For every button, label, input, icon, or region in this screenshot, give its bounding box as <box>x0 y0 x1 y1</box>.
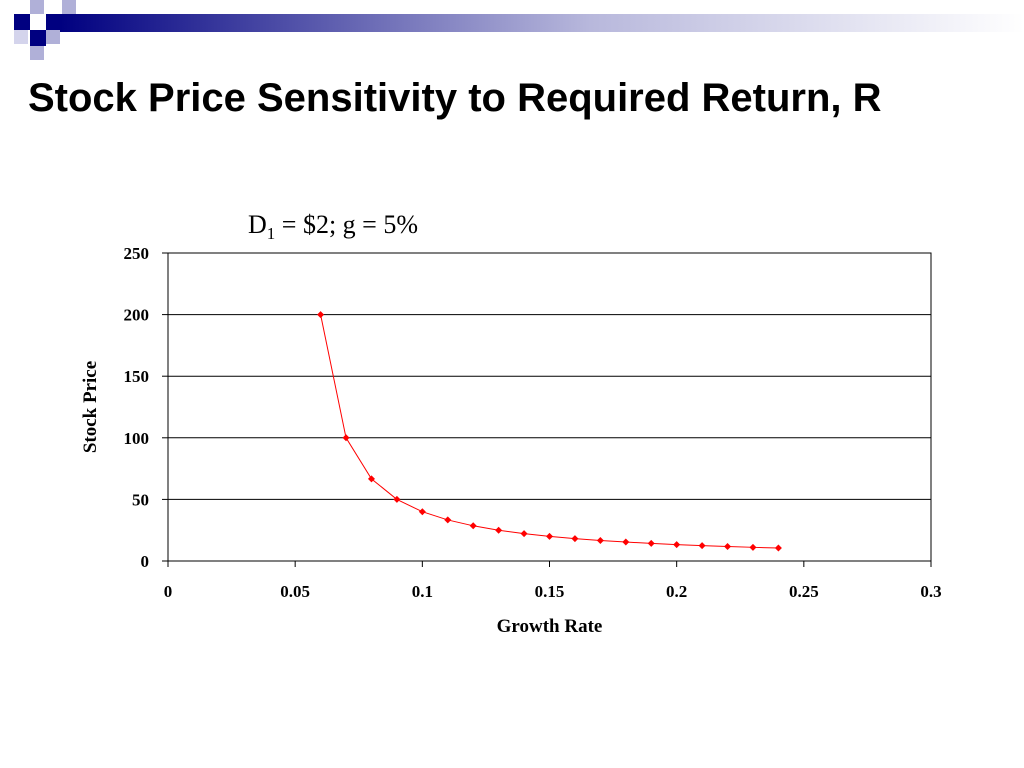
data-point <box>622 538 630 546</box>
data-point <box>444 516 452 524</box>
x-tick-label: 0.15 <box>535 582 565 601</box>
data-point <box>647 539 655 547</box>
y-axis-label: Stock Price <box>80 361 101 453</box>
x-tick-label: 0.05 <box>280 582 310 601</box>
x-tick-label: 0 <box>164 582 173 601</box>
chart-subtitle: D1 = $2; g = 5% <box>248 210 418 243</box>
subtitle-main: D <box>248 210 267 239</box>
data-point <box>724 543 732 551</box>
y-tick-label: 50 <box>132 490 149 509</box>
data-point <box>342 434 350 442</box>
subtitle-rest: = $2; g = 5% <box>275 210 418 239</box>
y-tick-label: 200 <box>124 306 150 325</box>
data-point <box>418 508 426 516</box>
x-tick-label: 0.3 <box>920 582 941 601</box>
data-point <box>495 526 503 534</box>
data-point <box>317 311 325 319</box>
data-point <box>596 536 604 544</box>
x-tick-label: 0.1 <box>412 582 433 601</box>
x-tick-label: 0.2 <box>666 582 687 601</box>
plot-area <box>167 252 932 562</box>
y-tick-label: 150 <box>124 367 150 386</box>
y-tick-label: 250 <box>124 244 150 263</box>
subtitle-subscript: 1 <box>267 224 276 243</box>
y-tick-label: 0 <box>141 552 150 571</box>
data-point <box>673 541 681 549</box>
data-point <box>546 532 553 540</box>
data-point <box>571 535 579 543</box>
data-point <box>749 543 757 551</box>
y-tick-label: 100 <box>124 429 150 448</box>
data-point <box>520 530 528 538</box>
slide-header-decoration <box>14 0 1024 60</box>
data-point <box>774 544 782 552</box>
x-axis-label: Growth Rate <box>497 616 603 637</box>
data-point <box>469 522 477 530</box>
slide-title: Stock Price Sensitivity to Required Retu… <box>28 76 882 120</box>
data-point <box>367 475 375 483</box>
data-point <box>698 542 706 550</box>
x-tick-label: 0.25 <box>789 582 819 601</box>
data-point <box>393 495 401 503</box>
